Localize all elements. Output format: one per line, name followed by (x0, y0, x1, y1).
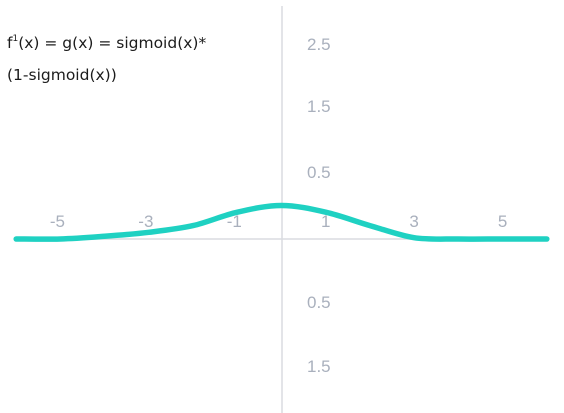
y-tick-label: 0.5 (307, 293, 331, 312)
y-tick-label: 2.5 (307, 35, 331, 54)
x-tick-label: 1 (321, 212, 330, 231)
title-function-name: f (7, 34, 13, 52)
y-tick-label: 0.5 (307, 163, 331, 182)
chart-title-line-2: (1-sigmoid(x)) (7, 66, 117, 84)
x-tick-label: -3 (138, 212, 153, 231)
series-layer (13, 202, 550, 242)
chart-title-line-1: f1(x) = g(x) = sigmoid(x)* (7, 34, 206, 52)
x-tick-labels: -5 -3 -1 1 3 5 (50, 212, 507, 231)
x-tick-label: 3 (409, 212, 418, 231)
y-tick-label: 1.5 (307, 357, 331, 376)
x-tick-label: 5 (498, 212, 507, 231)
y-tick-label: 1.5 (307, 97, 331, 116)
title-formula: (x) = g(x) = sigmoid(x)* (18, 34, 207, 52)
series-line (13, 202, 550, 242)
y-tick-labels: 2.5 1.5 0.5 0.5 1.5 (307, 35, 331, 376)
title-superscript: 1 (12, 34, 19, 44)
x-tick-label: -5 (50, 212, 65, 231)
